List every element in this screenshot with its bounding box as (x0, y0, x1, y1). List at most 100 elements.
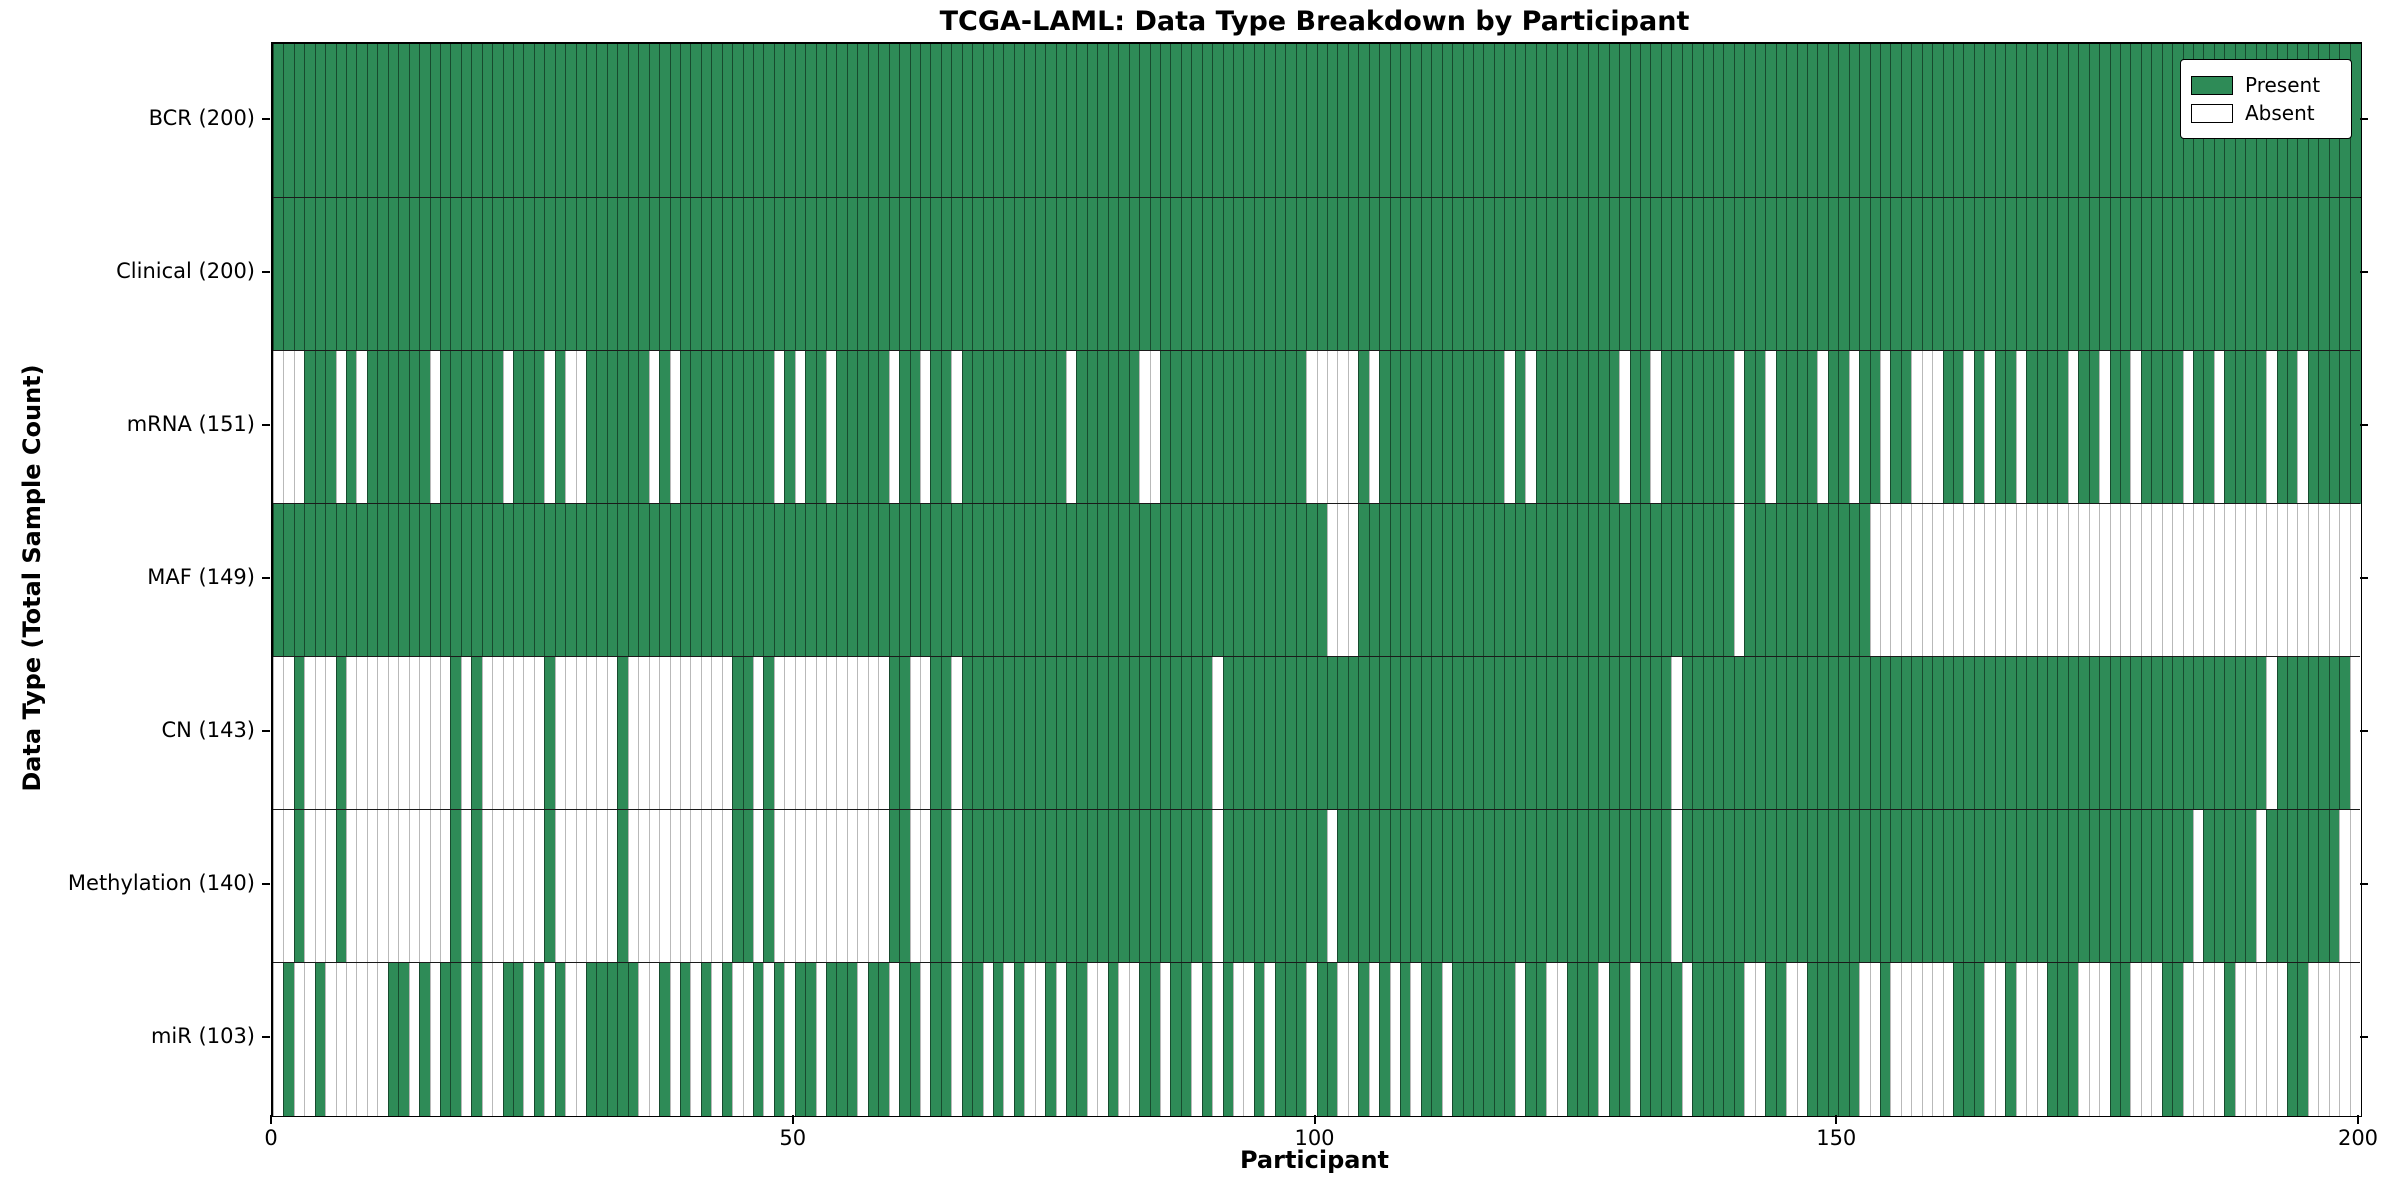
absent-cell (1963, 504, 1975, 657)
present-cell (1493, 504, 1506, 657)
present-cell (1765, 657, 1777, 810)
present-cell (1222, 351, 1234, 504)
present-cell (1201, 44, 1214, 197)
present-cell (419, 198, 431, 351)
absent-cell (878, 810, 890, 963)
absent-cell (1086, 963, 1099, 1116)
absent-cell (857, 810, 869, 963)
present-cell (690, 44, 702, 197)
present-cell (606, 44, 619, 197)
present-cell (1786, 504, 1798, 657)
present-cell (1848, 198, 1861, 351)
present-cell (899, 504, 911, 657)
absent-cell (2140, 504, 2153, 657)
present-cell (1128, 198, 1141, 351)
absent-cell (679, 810, 692, 963)
present-cell (2046, 351, 2059, 504)
absent-cell (304, 963, 316, 1116)
present-cell (2213, 198, 2226, 351)
present-cell (1045, 810, 1057, 963)
present-cell (1629, 657, 1641, 810)
absent-cell (773, 810, 786, 963)
present-cell (2109, 44, 2121, 197)
present-cell (2036, 44, 2048, 197)
present-cell (1650, 810, 1662, 963)
present-cell (1264, 198, 1276, 351)
absent-cell (2005, 504, 2017, 657)
heatmap-row-mRNA (273, 350, 2361, 504)
present-cell (492, 198, 504, 351)
present-cell (1045, 657, 1057, 810)
present-cell (450, 44, 462, 197)
present-cell (972, 657, 984, 810)
present-cell (1598, 657, 1610, 810)
present-cell (1535, 504, 1548, 657)
present-cell (1243, 657, 1255, 810)
absent-cell (1337, 504, 1349, 657)
x-tick-mark (270, 1115, 272, 1124)
absent-cell (492, 657, 504, 810)
present-cell (1984, 657, 1996, 810)
absent-cell (878, 657, 890, 810)
present-cell (1316, 657, 1328, 810)
present-cell (1086, 198, 1099, 351)
present-cell (2119, 657, 2132, 810)
present-cell (2339, 351, 2351, 504)
absent-cell (700, 810, 713, 963)
present-cell (899, 198, 911, 351)
present-cell (1806, 198, 1819, 351)
present-cell (742, 351, 754, 504)
absent-cell (1212, 657, 1224, 810)
present-cell (1233, 504, 1245, 657)
present-cell (753, 198, 765, 351)
absent-cell (648, 963, 661, 1116)
present-cell (742, 44, 754, 197)
present-cell (1379, 504, 1391, 657)
present-cell (1399, 198, 1412, 351)
present-cell (1671, 44, 1683, 197)
present-cell (1973, 351, 1986, 504)
present-cell (1212, 198, 1224, 351)
absent-cell (429, 657, 441, 810)
absent-cell (481, 657, 494, 810)
present-cell (763, 198, 775, 351)
present-cell (1024, 657, 1036, 810)
present-cell (1253, 44, 1266, 197)
present-cell (1514, 504, 1527, 657)
present-cell (1389, 351, 1401, 504)
present-cell (533, 44, 546, 197)
absent-cell (1243, 963, 1255, 1116)
present-cell (1243, 504, 1255, 657)
present-cell (1796, 198, 1808, 351)
absent-cell (408, 810, 421, 963)
present-cell (429, 504, 441, 657)
present-cell (638, 44, 650, 197)
absent-cell (2328, 504, 2341, 657)
present-cell (805, 198, 817, 351)
present-cell (1817, 657, 1829, 810)
present-cell (1306, 44, 1318, 197)
present-cell (283, 198, 295, 351)
present-cell (1055, 504, 1068, 657)
absent-cell (481, 963, 494, 1116)
absent-cell (2307, 963, 2320, 1116)
present-cell (2036, 810, 2048, 963)
present-cell (1107, 504, 1120, 657)
absent-cell (408, 963, 421, 1116)
present-cell (1097, 44, 1109, 197)
present-cell (1963, 963, 1975, 1116)
present-cell (1452, 504, 1464, 657)
present-cell (2203, 351, 2215, 504)
present-cell (1650, 198, 1662, 351)
absent-cell (909, 657, 921, 810)
present-cell (2213, 657, 2226, 810)
present-cell (1399, 963, 1412, 1116)
present-cell (273, 504, 285, 657)
absent-cell (398, 657, 410, 810)
present-cell (419, 351, 431, 504)
present-cell (1347, 810, 1360, 963)
present-cell (1775, 504, 1788, 657)
present-cell (2078, 657, 2090, 810)
present-cell (1274, 351, 1287, 504)
present-cell (1619, 657, 1631, 810)
